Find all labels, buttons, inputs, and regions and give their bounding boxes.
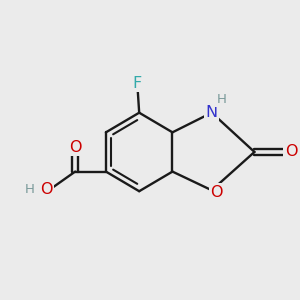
Text: F: F bbox=[133, 76, 142, 91]
Text: H: H bbox=[216, 93, 226, 106]
Text: O: O bbox=[210, 185, 223, 200]
Text: H: H bbox=[25, 183, 35, 196]
Text: O: O bbox=[285, 145, 297, 160]
Text: O: O bbox=[40, 182, 52, 197]
Text: O: O bbox=[69, 140, 81, 154]
Text: N: N bbox=[206, 105, 218, 120]
